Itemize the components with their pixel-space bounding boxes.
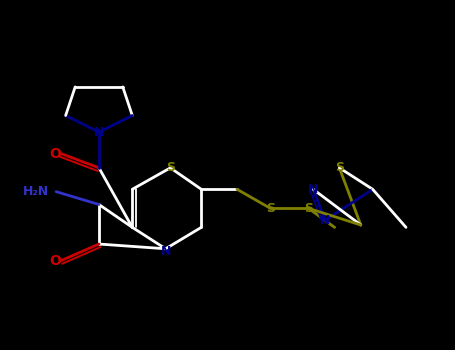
- Text: H₂N: H₂N: [23, 185, 49, 198]
- Text: N: N: [161, 245, 171, 258]
- Text: N: N: [308, 183, 318, 196]
- Text: N: N: [94, 126, 104, 139]
- Text: S: S: [335, 161, 344, 174]
- Text: S: S: [166, 161, 175, 174]
- Text: O: O: [49, 147, 61, 161]
- Text: S: S: [304, 202, 313, 215]
- Text: O: O: [49, 254, 61, 268]
- Text: S: S: [266, 202, 275, 215]
- Text: N: N: [320, 214, 330, 227]
